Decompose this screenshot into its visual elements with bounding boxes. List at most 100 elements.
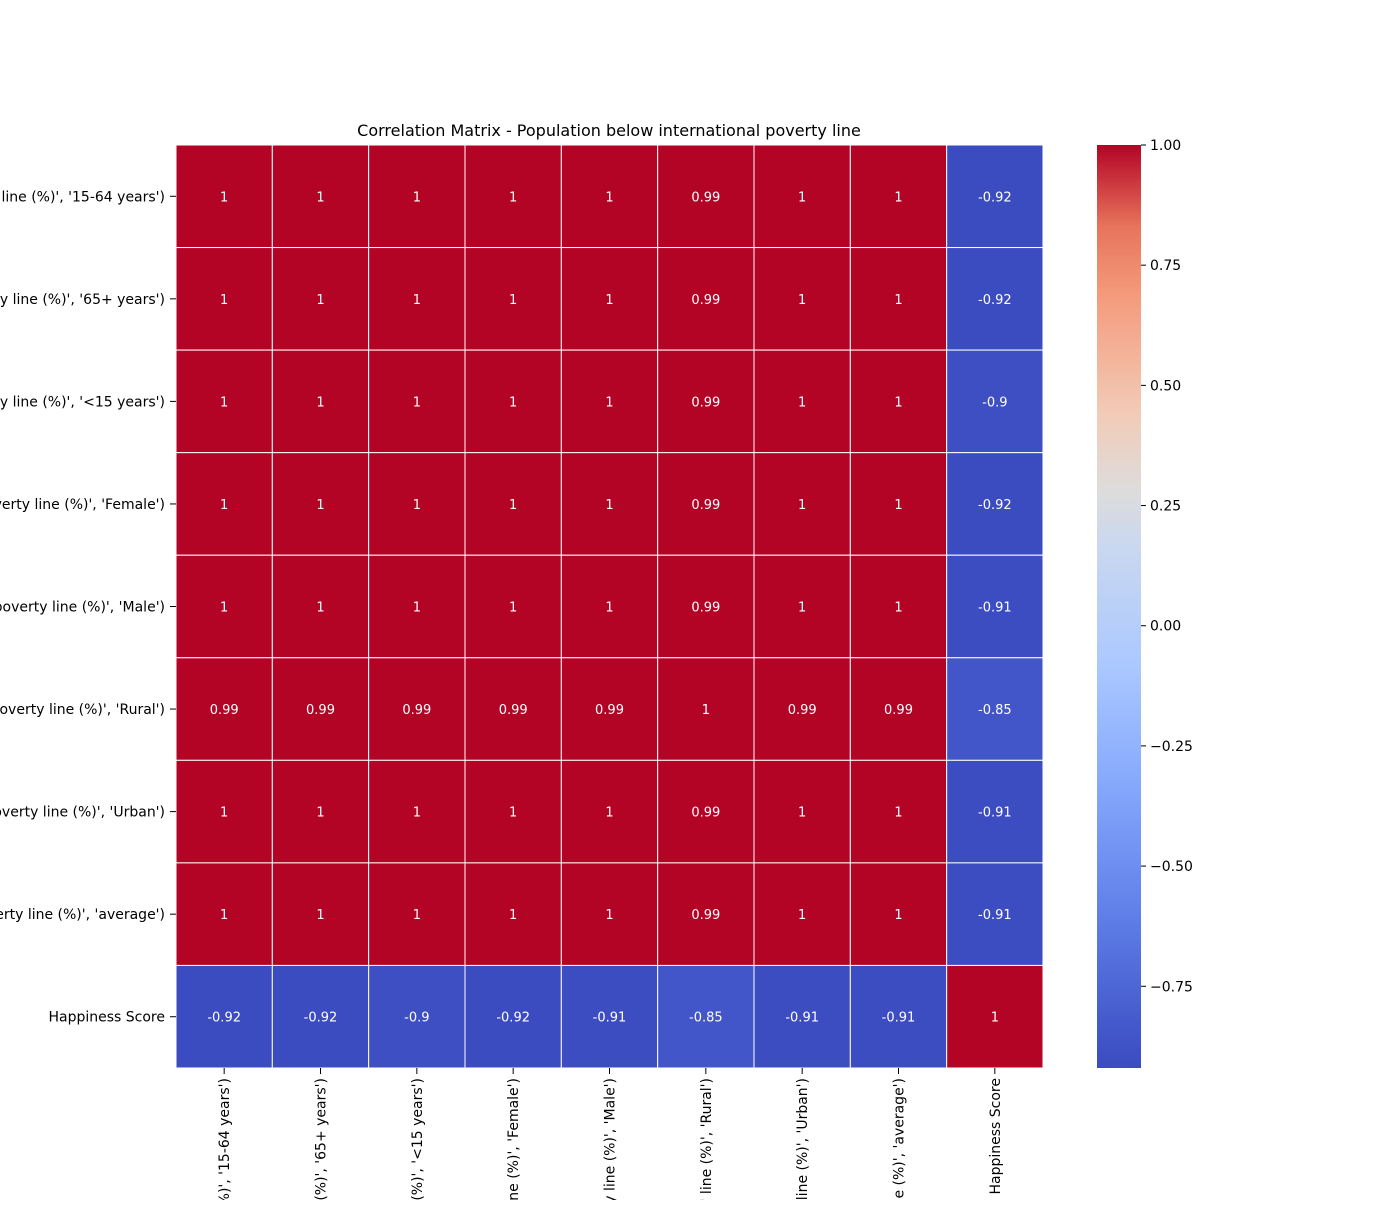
heatmap-cell (464, 657, 562, 761)
row-label: ty line (%)', '65+ years') (0, 292, 165, 308)
cell-value-label: 1 (316, 190, 324, 205)
heatmap-cell (946, 964, 1044, 1069)
heatmap-cell (560, 349, 659, 454)
column-label: line (%)', 'Urban') (795, 1078, 811, 1200)
heatmap-cell (849, 657, 948, 761)
heatmap-cell (560, 144, 659, 249)
heatmap-cell (657, 144, 755, 249)
cell-value-label: -0.9 (982, 395, 1007, 410)
colorbar-tick-label: 0.50 (1150, 378, 1181, 394)
row-label: ty line (%)', '<15 years') (0, 394, 165, 410)
heatmap-cell (464, 452, 562, 556)
heatmap-cell (657, 554, 755, 659)
cell-value-label: -0.91 (593, 1011, 627, 1026)
cell-value-label: 0.99 (691, 601, 720, 616)
cell-value-label: -0.92 (207, 1011, 241, 1026)
heatmap-cell (560, 657, 659, 761)
heatmap-cell (464, 554, 562, 659)
heatmap-cell (175, 554, 273, 659)
colorbar-ticks: 1.00 0.75 0.50 0.25 0.00 −0.25 −0.50 −0.75 (1141, 138, 1193, 995)
cell-value-label: -0.92 (304, 1011, 338, 1026)
cell-value-label: 0.99 (210, 703, 239, 718)
cell-value-label: 1 (413, 806, 421, 821)
cell-value-label: 0.99 (691, 190, 720, 205)
cell-value-label: -0.91 (978, 601, 1012, 616)
cell-value-label: 1 (605, 498, 613, 513)
column-label: e (%)', 'average') (892, 1078, 908, 1199)
heatmap-cell (464, 247, 562, 351)
heatmap-cell (753, 349, 851, 454)
cell-value-label: 1 (991, 1011, 999, 1026)
cell-value-label: 1 (509, 908, 517, 923)
cell-value-label: 0.99 (691, 498, 720, 513)
heatmap-cell (175, 657, 273, 761)
cell-value-label: 1 (605, 806, 613, 821)
column-label: %)', '15-64 years') (217, 1078, 233, 1200)
column-label: (%)', '<15 years') (410, 1078, 426, 1200)
cell-value-label: -0.92 (978, 190, 1012, 205)
cell-value-label: 1 (220, 908, 228, 923)
heatmap-cell (175, 247, 273, 351)
heatmap-cell (464, 349, 562, 454)
cell-value-label: 1 (894, 908, 902, 923)
colorbar-tick-label: 1.00 (1150, 138, 1181, 154)
cell-value-label: 1 (413, 293, 421, 308)
colorbar-tick-label: −0.75 (1150, 979, 1193, 995)
row-label: Happiness Score (48, 1010, 165, 1026)
cell-value-label: 0.99 (402, 703, 431, 718)
cell-value-label: 0.99 (788, 703, 817, 718)
colorbar: 1.00 0.75 0.50 0.25 0.00 −0.25 −0.50 −0.75 (1097, 138, 1193, 1068)
cell-value-label: 1 (413, 395, 421, 410)
cell-value-label: 1 (605, 293, 613, 308)
heatmap-cell (368, 554, 466, 659)
heatmap-cell (657, 247, 755, 351)
cell-value-label: 1 (798, 498, 806, 513)
heatmap-cell (560, 862, 659, 966)
heatmap-cell (368, 964, 466, 1069)
cell-value-label: -0.9 (404, 1011, 429, 1026)
heatmap-cell (175, 759, 273, 864)
heatmap-cell (946, 349, 1044, 454)
cell-value-label: 1 (798, 293, 806, 308)
cell-value-label: 0.99 (884, 703, 913, 718)
heatmap-cell (271, 759, 370, 864)
heatmap-cell (849, 452, 948, 556)
cell-value-label: 0.99 (691, 806, 720, 821)
heatmap-cell (175, 452, 273, 556)
heatmap-cell (271, 452, 370, 556)
heatmap-cell (271, 554, 370, 659)
heatmap-cell (175, 964, 273, 1069)
cell-value-label: 1 (316, 395, 324, 410)
row-labels: line (%)', '15-64 years') ty line (%)', '… (0, 189, 176, 1026)
cell-value-label: -0.85 (978, 703, 1012, 718)
cell-value-label: 1 (605, 908, 613, 923)
heatmap-cell (946, 247, 1044, 351)
cell-value-label: -0.92 (978, 498, 1012, 513)
chart-title: Correlation Matrix - Population below in… (357, 121, 861, 140)
cell-value-label: 1 (605, 190, 613, 205)
column-label: ne (%)', 'Female') (506, 1078, 522, 1200)
cell-value-label: 1 (316, 908, 324, 923)
heatmap-cell (368, 247, 466, 351)
cell-value-label: -0.91 (785, 1011, 819, 1026)
cell-value-label: 1 (894, 190, 902, 205)
heatmap-cell (657, 862, 755, 966)
cell-value-label: 1 (509, 806, 517, 821)
column-labels: %)', '15-64 years') (%)', '65+ years') (%)… (217, 1068, 1004, 1205)
row-label: line (%)', '15-64 years') (1, 189, 165, 205)
cell-value-label: 0.99 (306, 703, 335, 718)
column-label: ' line (%)', 'Rural') (699, 1078, 715, 1200)
column-label: (%)', '65+ years') (314, 1078, 330, 1200)
heatmap-cell (657, 964, 755, 1069)
cell-value-label: -0.92 (496, 1011, 530, 1026)
heatmap-cell (753, 964, 851, 1069)
heatmap-cell (271, 657, 370, 761)
row-label: verty line (%)', 'Female') (0, 497, 165, 513)
cell-value-label: 1 (316, 498, 324, 513)
cell-value-label: 1 (702, 703, 710, 718)
cell-value-label: 1 (798, 806, 806, 821)
heatmap-cell (753, 247, 851, 351)
heatmap-cell (175, 349, 273, 454)
heatmap-cell (368, 144, 466, 249)
